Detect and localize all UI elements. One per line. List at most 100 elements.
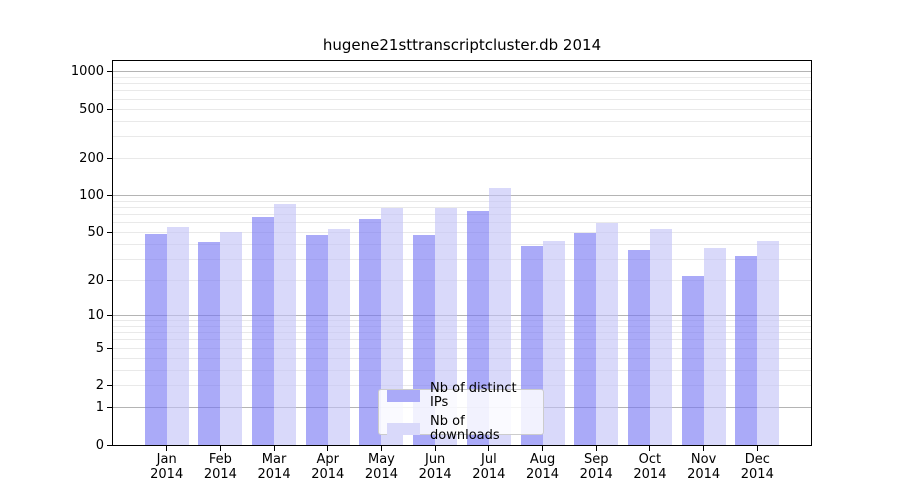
gridline-minor: [113, 280, 811, 281]
x-tick-mark: [327, 446, 329, 451]
y-tick-label: 2: [95, 378, 104, 394]
y-tick-mark: [107, 108, 112, 110]
gridline-minor: [113, 258, 811, 260]
gridline-minor: [113, 325, 811, 327]
bar-downloads: [649, 228, 672, 445]
x-tick-label: Nov 2014: [687, 452, 721, 482]
legend-label-distinct-ips: Nb of distinct IPs: [430, 380, 517, 410]
bar-downloads: [488, 188, 511, 445]
gridline-minor: [113, 200, 811, 202]
gridline-minor: [113, 347, 811, 349]
gridline-major: [113, 314, 811, 316]
y-tick-label: 200: [79, 150, 104, 166]
bar-downloads: [274, 203, 297, 445]
bars-layer: [113, 61, 811, 445]
bar-downloads: [757, 240, 780, 445]
y-tick-label: 1: [95, 400, 104, 416]
gridline-minor: [113, 332, 811, 334]
gridline-major: [113, 71, 811, 73]
x-tick-mark: [488, 446, 490, 451]
y-tick-mark: [107, 71, 112, 73]
x-tick-mark: [166, 446, 168, 451]
gridline-minor: [113, 108, 811, 110]
y-tick-label: 50: [87, 225, 104, 241]
y-tick-label: 10: [87, 307, 104, 323]
bar-distinct-ips: [627, 249, 650, 445]
x-tick-mark: [273, 446, 275, 451]
gridline-minor: [113, 76, 811, 78]
x-tick-mark: [703, 446, 705, 451]
x-tick-mark: [595, 446, 597, 451]
y-tick-label: 20: [87, 273, 104, 288]
gridline-minor: [113, 214, 811, 216]
bar-distinct-ips: [681, 275, 704, 445]
bar-distinct-ips: [574, 232, 597, 445]
gridline-minor: [113, 120, 811, 122]
bar-distinct-ips: [735, 256, 758, 445]
y-tick-label: 1000: [70, 64, 104, 80]
gridline-minor: [113, 207, 811, 209]
bar-downloads: [381, 207, 404, 445]
legend-swatch-downloads: [387, 422, 420, 435]
gridline-minor: [113, 243, 811, 245]
x-tick-mark: [219, 446, 221, 451]
y-tick-mark: [107, 280, 112, 281]
plot-area: Nb of distinct IPs Nb of downloads: [112, 60, 812, 446]
bar-distinct-ips: [359, 219, 382, 445]
bar-distinct-ips: [252, 217, 275, 445]
gridline-layer: [113, 61, 811, 445]
gridline-minor: [113, 157, 811, 159]
bar-distinct-ips: [305, 234, 328, 445]
gridline-minor: [113, 83, 811, 85]
y-tick-mark: [107, 232, 112, 234]
x-tick-label: Mar 2014: [257, 452, 291, 482]
bar-downloads: [703, 248, 726, 445]
gridline-minor: [113, 90, 811, 92]
x-tick-label: Sep 2014: [579, 452, 613, 482]
bar-downloads: [166, 226, 189, 445]
gridline-minor: [113, 136, 811, 138]
y-tick-mark: [107, 314, 112, 316]
x-tick-label: Jul 2014: [472, 452, 506, 482]
x-tick-label: Oct 2014: [633, 452, 667, 482]
gridline-minor: [113, 369, 811, 371]
x-tick-label: Apr 2014: [311, 452, 345, 482]
x-tick-mark: [434, 446, 436, 451]
x-tick-mark: [542, 446, 544, 451]
legend-item-distinct-ips: Nb of distinct IPs: [387, 380, 535, 410]
x-tick-label: Feb 2014: [203, 452, 237, 482]
y-tick-label: 5: [95, 340, 104, 356]
gridline-minor: [113, 357, 811, 359]
bar-downloads: [596, 222, 619, 445]
gridline-minor: [113, 222, 811, 224]
bar-downloads: [327, 228, 350, 445]
gridline-minor: [113, 320, 811, 322]
bar-distinct-ips: [144, 233, 167, 445]
legend: Nb of distinct IPs Nb of downloads: [378, 381, 544, 442]
legend-item-downloads: Nb of downloads: [387, 413, 535, 443]
y-tick-mark: [107, 157, 112, 159]
bar-distinct-ips: [198, 241, 221, 445]
chart-title: hugene21sttranscriptcluster.db 2014: [322, 36, 602, 54]
legend-label-downloads: Nb of downloads: [430, 413, 500, 443]
x-tick-label: Jan 2014: [150, 452, 184, 482]
legend-swatch-distinct-ips: [387, 389, 420, 402]
gridline-major: [113, 195, 811, 197]
bar-downloads: [542, 240, 565, 445]
gridline-minor: [113, 339, 811, 341]
bar-downloads: [435, 207, 458, 445]
y-tick-mark: [107, 347, 112, 349]
x-tick-label: Jun 2014: [418, 452, 452, 482]
y-tick-mark: [107, 195, 112, 197]
x-tick-label: May 2014: [364, 452, 398, 482]
x-tick-mark: [380, 446, 382, 451]
bar-downloads: [220, 231, 243, 445]
y-tick-label: 500: [79, 101, 104, 117]
x-tick-label: Dec 2014: [740, 452, 774, 482]
x-tick-mark: [756, 446, 758, 451]
x-tick-label: Aug 2014: [525, 452, 560, 482]
y-tick-label: 100: [79, 188, 104, 204]
y-tick-mark: [107, 407, 112, 409]
y-tick-mark: [107, 385, 112, 387]
